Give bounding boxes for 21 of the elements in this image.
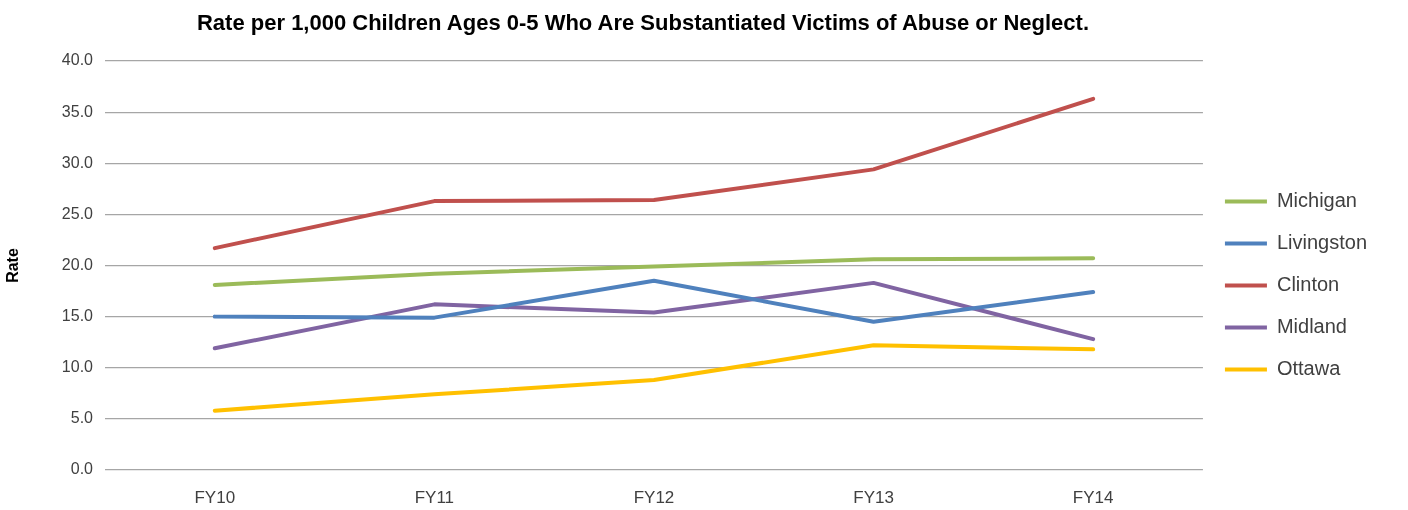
legend-label: Clinton	[1276, 273, 1340, 296]
y-tick-label: 10.0	[61, 358, 94, 376]
chart-title: Rate per 1,000 Children Ages 0-5 Who Are Substantiated Victims of Abuse or Neglect.	[196, 10, 1090, 36]
x-tick-label: FY13	[853, 487, 894, 507]
legend-label: Michigan	[1276, 189, 1357, 212]
y-tick-label: 35.0	[61, 102, 94, 120]
legend-label: Ottawa	[1276, 357, 1342, 380]
legend-label: Livingston	[1276, 231, 1367, 254]
y-tick-label: 40.0	[61, 51, 94, 69]
x-tick-label: FY11	[414, 487, 455, 507]
x-tick-label: FY12	[633, 487, 675, 507]
y-axis-title: Rate	[4, 248, 22, 283]
y-tick-label: 5.0	[70, 409, 94, 427]
y-tick-label: 15.0	[61, 307, 94, 325]
legend-label: Midland	[1276, 315, 1347, 338]
y-tick-label: 30.0	[61, 153, 94, 171]
y-tick-label: 0.0	[70, 460, 94, 478]
x-tick-label: FY10	[194, 487, 236, 507]
x-tick-label: FY14	[1072, 487, 1114, 507]
y-tick-label: 20.0	[61, 255, 94, 273]
y-tick-label: 25.0	[61, 204, 94, 222]
